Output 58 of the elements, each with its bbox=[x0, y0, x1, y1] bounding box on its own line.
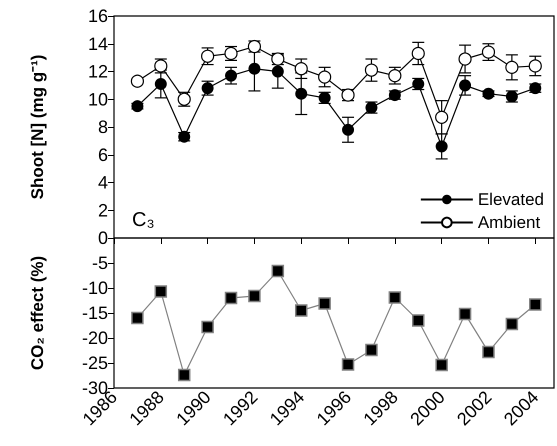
point bbox=[459, 79, 472, 92]
point bbox=[529, 298, 542, 311]
point bbox=[294, 62, 308, 76]
point bbox=[295, 88, 308, 100]
point bbox=[388, 291, 402, 304]
point bbox=[248, 62, 260, 75]
point bbox=[364, 64, 378, 77]
point bbox=[458, 52, 472, 66]
y-tick-label: 10 bbox=[88, 89, 108, 110]
point bbox=[342, 124, 354, 136]
point bbox=[458, 308, 472, 320]
y-tick-label: -15 bbox=[82, 303, 108, 323]
point bbox=[388, 69, 402, 82]
y-tick-label: 6 bbox=[98, 144, 108, 165]
point bbox=[435, 358, 448, 372]
legend-label: Elevated bbox=[478, 190, 544, 209]
point bbox=[482, 346, 495, 358]
point bbox=[482, 88, 494, 100]
legend-label: Ambient bbox=[478, 213, 540, 232]
y-tick-label: 4 bbox=[98, 172, 108, 192]
point bbox=[225, 70, 238, 82]
point bbox=[178, 368, 190, 382]
y-tick-label: -10 bbox=[82, 278, 108, 298]
y-tick-label: 2 bbox=[98, 200, 108, 220]
point bbox=[436, 140, 448, 152]
point bbox=[201, 50, 214, 63]
point bbox=[154, 285, 168, 298]
annotation: C₃ bbox=[132, 209, 155, 231]
point bbox=[272, 264, 284, 278]
point bbox=[130, 74, 144, 88]
point bbox=[131, 100, 144, 112]
y-tick-label: -25 bbox=[82, 353, 108, 373]
point bbox=[365, 344, 378, 356]
point bbox=[318, 70, 332, 84]
y-tick-label: 16 bbox=[88, 6, 108, 26]
point bbox=[248, 290, 261, 302]
point bbox=[506, 318, 518, 330]
y-tick-label: 12 bbox=[88, 62, 108, 82]
y-tick-label: -20 bbox=[82, 328, 108, 348]
point bbox=[412, 314, 425, 327]
y-tick-label: 0 bbox=[98, 228, 108, 248]
y-axis-title: CO₂ effect (%) bbox=[28, 256, 47, 370]
y-tick-label: 8 bbox=[98, 117, 108, 137]
point bbox=[505, 60, 518, 74]
point bbox=[528, 59, 542, 73]
point bbox=[294, 304, 308, 317]
point bbox=[154, 78, 167, 90]
point bbox=[224, 292, 238, 304]
point bbox=[131, 312, 144, 324]
y-tick-label: -5 bbox=[92, 253, 108, 273]
point bbox=[435, 110, 448, 124]
point bbox=[412, 46, 425, 60]
y-axis-title: Shoot [N] (mg g⁻¹) bbox=[28, 54, 47, 200]
point bbox=[318, 297, 331, 310]
y-tick-label: 14 bbox=[88, 34, 108, 54]
point bbox=[342, 358, 354, 371]
point bbox=[272, 66, 284, 78]
point bbox=[201, 320, 214, 334]
